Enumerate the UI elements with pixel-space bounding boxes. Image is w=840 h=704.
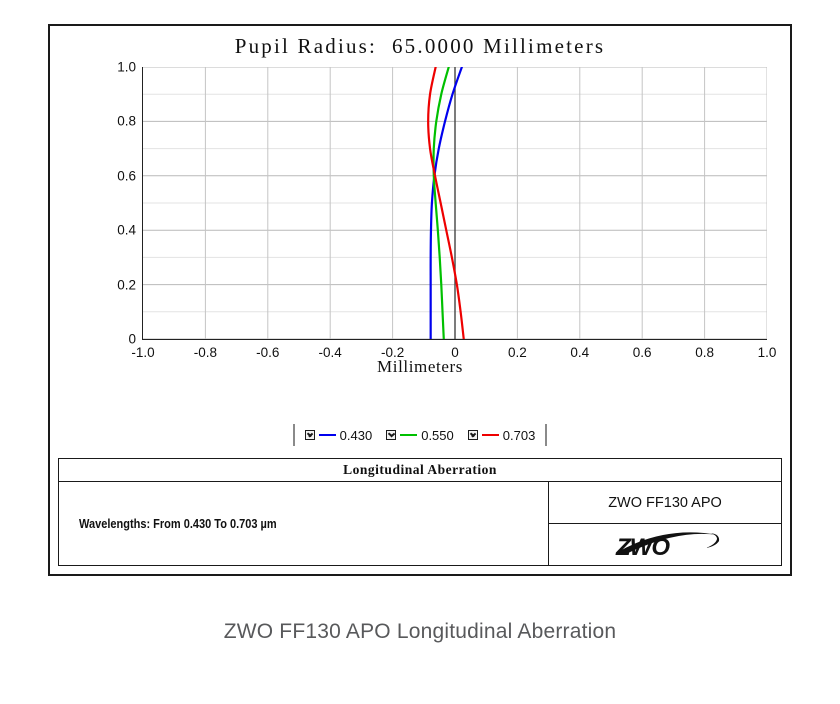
x-tick-label: 0.4: [570, 345, 590, 360]
x-tick-label: -0.8: [193, 345, 218, 360]
legend-color-swatch: [400, 433, 418, 437]
plot-area: 0 0.2 0.4 0.6 0.8 1.0 -1.0 -0.8 -0.6 -0.4 -0.2 0 0.…: [117, 60, 776, 361]
zwo-logo: ZWO: [549, 524, 781, 565]
lens-name: ZWO FF130 APO: [549, 482, 781, 524]
checkbox-icon[interactable]: [467, 430, 478, 440]
info-panel-body: Wavelengths: From 0.430 To 0.703 µm ZWO …: [59, 482, 781, 565]
x-tick-label: 0: [451, 345, 459, 360]
info-panel: Longitudinal Aberration Wavelengths: Fro…: [58, 458, 782, 566]
figure-box: Pupil Radius: 65.0000 Millimeters 0 0.2 0.…: [48, 24, 792, 576]
checkbox-icon[interactable]: [386, 430, 397, 440]
y-tick-label: 0.2: [117, 277, 136, 293]
plot-inner: [143, 67, 767, 339]
wavelengths-cell: Wavelengths: From 0.430 To 0.703 µm: [59, 482, 549, 565]
zwo-logo-icon: ZWO: [615, 531, 720, 561]
legend-item[interactable]: 0.703: [467, 427, 536, 443]
wavelengths-text: Wavelengths: From 0.430 To 0.703 µm: [79, 516, 277, 531]
legend-item[interactable]: 0.550: [386, 428, 454, 443]
svg-text:ZWO: ZWO: [615, 534, 670, 561]
x-tick-label: -1.0: [131, 345, 155, 360]
y-tick-label: 0.6: [117, 168, 136, 184]
aberration-plot-svg: [143, 67, 767, 339]
legend-label: 0.430: [339, 427, 373, 443]
series-line-0.430: [429, 67, 463, 339]
x-tick-label: -0.6: [256, 345, 280, 360]
y-tick-label: 1.0: [117, 59, 136, 75]
y-tick-label: 0.8: [117, 113, 136, 129]
y-tick-label: 0.4: [117, 222, 136, 238]
series-line-0.550: [432, 67, 450, 339]
x-tick-label: 1.0: [757, 345, 777, 360]
legend-items: 0.430 0.550 0.703: [295, 428, 546, 443]
x-tick-label: 0.8: [695, 345, 714, 360]
y-tick-label: 0: [128, 331, 136, 347]
legend-color-swatch: [318, 433, 336, 437]
legend-label: 0.550: [421, 427, 454, 443]
x-tick-label: 0.2: [508, 345, 527, 360]
series-line-0.703: [427, 67, 465, 339]
legend-left-rule: [293, 424, 295, 446]
x-tick-label: 0.6: [632, 345, 652, 360]
legend-right-rule: [545, 424, 547, 446]
x-axis-label: Millimeters: [377, 357, 463, 376]
legend-label: 0.703: [502, 427, 536, 443]
chart-title: Pupil Radius: 65.0000 Millimeters: [234, 34, 606, 58]
legend-color-swatch: [481, 433, 499, 437]
figure-caption: ZWO FF130 APO Longitudinal Aberration: [223, 620, 617, 643]
x-tick-label: -0.2: [380, 345, 405, 360]
info-panel-header: Longitudinal Aberration: [59, 459, 781, 482]
legend: 0.430 0.550 0.703: [50, 424, 790, 446]
checkbox-icon[interactable]: [304, 430, 315, 440]
identification-cell: ZWO FF130 APO ZWO: [549, 482, 781, 565]
legend-item[interactable]: 0.430: [304, 427, 373, 443]
x-tick-label: -0.4: [318, 345, 342, 360]
